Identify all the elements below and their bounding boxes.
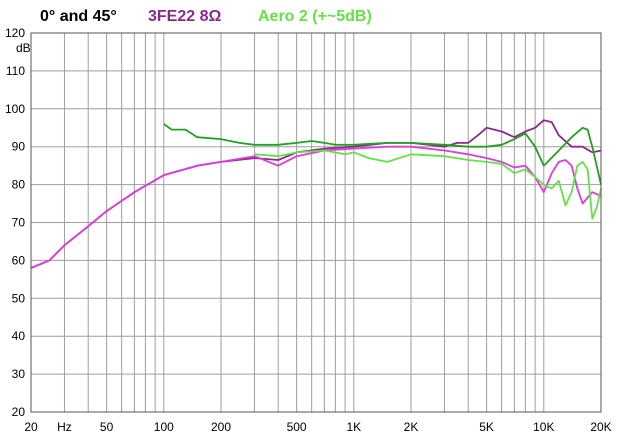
series-line-4 [254, 149, 602, 220]
y-axis-label: dB [16, 41, 31, 55]
x-tick-label: 20 [24, 420, 38, 434]
x-tick-label: 1K [346, 420, 361, 434]
x-axis-ticks: 20 Hz 50 100 200 500 1K 2K 5K 10K 20K [24, 420, 611, 434]
y-tick-label: 40 [12, 329, 26, 343]
y-tick-label: 100 [5, 102, 25, 116]
x-tick-label: Hz [57, 420, 72, 434]
y-tick-label: 110 [6, 64, 25, 78]
y-tick-label: 50 [12, 291, 26, 305]
series-line-3 [163, 123, 602, 185]
y-tick-label: 80 [12, 178, 26, 192]
y-tick-label: 60 [12, 253, 26, 267]
plot-frame [30, 32, 602, 413]
legend-aero2: Aero 2 (+~5dB) [258, 8, 372, 25]
y-tick-label: 90 [12, 140, 26, 154]
legend-3fe22: 3FE22 8Ω [148, 8, 221, 25]
y-tick-label: 120 [5, 26, 25, 40]
y-axis-ticks: 20 30 40 50 60 70 80 90 100 110 120 [5, 26, 25, 419]
x-tick-label: 5K [479, 420, 494, 434]
y-tick-label: 70 [12, 216, 26, 230]
chart-title: 0° and 45° [40, 8, 117, 25]
y-tick-label: 30 [12, 367, 26, 381]
grid [30, 32, 602, 413]
x-tick-label: 500 [287, 420, 307, 434]
x-tick-label: 50 [100, 420, 114, 434]
x-tick-label: 20K [590, 420, 611, 434]
y-tick-label: 20 [12, 405, 26, 419]
x-tick-label: 100 [154, 420, 174, 434]
x-tick-label: 2K [404, 420, 419, 434]
series-lines [30, 119, 602, 269]
x-tick-label: 200 [211, 420, 231, 434]
x-tick-label: 10K [533, 420, 554, 434]
series-line-2 [30, 145, 602, 269]
